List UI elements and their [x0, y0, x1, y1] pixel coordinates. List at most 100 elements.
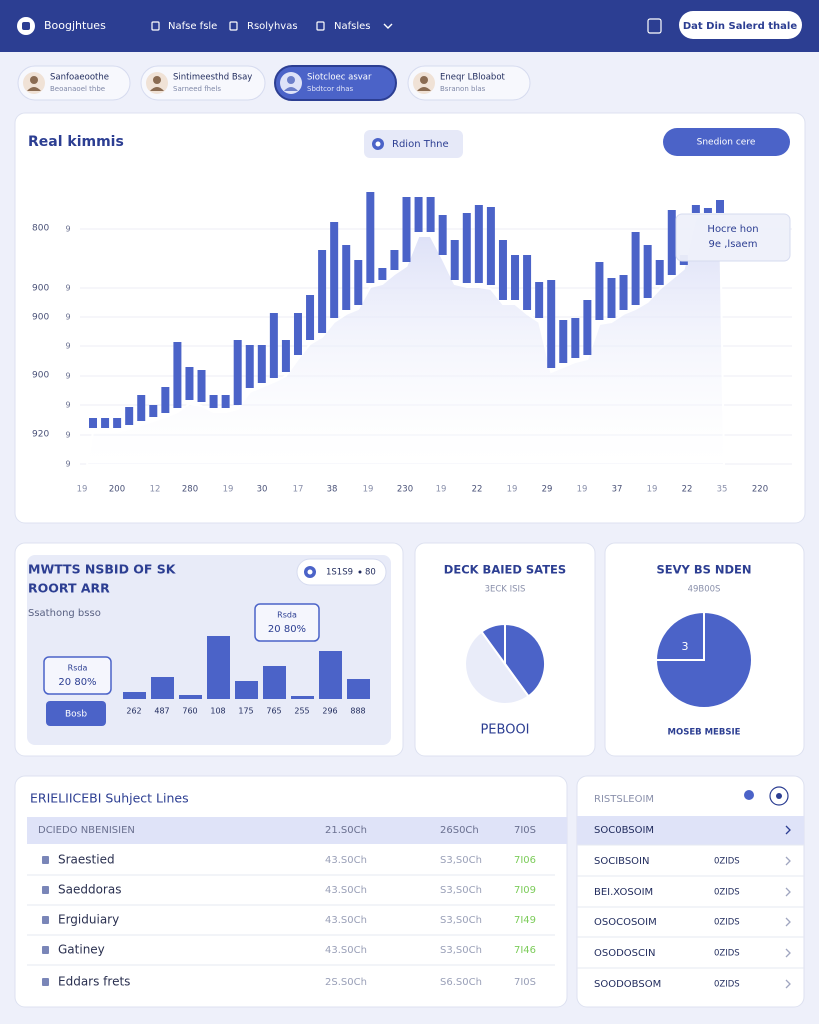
chart-button[interactable] [663, 128, 790, 156]
pill[interactable] [364, 130, 463, 158]
list-label[interactable]: OSODOSCIN [594, 948, 655, 959]
pie-slice [480, 622, 506, 668]
tooltip-text: Hocre hon [707, 224, 758, 235]
pie-slice [464, 630, 530, 705]
x-tick-label: 19 [223, 485, 234, 495]
button-label[interactable]: Bosb [65, 710, 87, 720]
bar [523, 255, 532, 310]
table-title: ERIELIICEBI Suhject Lines [30, 791, 189, 806]
chevron[interactable] [785, 979, 791, 989]
tab-subtitle[interactable]: Beoanaoel thbe [50, 85, 105, 93]
bar [511, 255, 520, 300]
nav-item[interactable]: Rsolyhvas [247, 21, 298, 32]
bar [263, 666, 286, 699]
pill[interactable] [296, 558, 387, 586]
x-tick-label: 262 [126, 707, 141, 716]
bar [583, 300, 592, 355]
bar [559, 320, 568, 363]
list-label[interactable]: BEI.XOSOIM [594, 887, 653, 898]
bar [547, 280, 556, 368]
tab-title[interactable]: Siotcloec asvar [307, 73, 372, 83]
list-label[interactable]: SOODOBSOM [594, 979, 661, 990]
cta-button[interactable] [679, 11, 802, 39]
chevron[interactable] [785, 887, 791, 897]
bar [474, 205, 483, 283]
bar [402, 197, 411, 262]
chevron[interactable] [785, 948, 791, 958]
pill-label: 80 [365, 568, 376, 578]
pie-slice [654, 610, 753, 709]
list-value: 0ZIDS [714, 888, 740, 898]
pill-label[interactable]: Rdion Thne [392, 139, 449, 150]
chevron[interactable] [785, 856, 791, 866]
y-tick-label: 900 [32, 284, 49, 294]
tab-title[interactable]: Sanfoaeoothe [50, 73, 109, 83]
bar [233, 340, 242, 405]
tab[interactable] [407, 65, 531, 101]
row-icon [42, 978, 49, 986]
x-tick-label: 35 [717, 485, 728, 495]
list-label[interactable]: SOCIBSOIN [594, 856, 649, 867]
chevron[interactable] [785, 917, 791, 927]
bar [179, 695, 202, 699]
table-cell: S3,S0Ch [440, 855, 482, 866]
cta-label[interactable]: Dat Din Salerd thale [683, 21, 797, 32]
nav-item[interactable]: Nafse fsle [168, 21, 217, 32]
y-minor-label: 9 [65, 284, 70, 293]
table-cell: Sraestied [58, 853, 115, 867]
tab-title[interactable]: Sintimeesthd Bsay [173, 73, 252, 83]
button[interactable] [46, 701, 106, 726]
table-cell: Ergiduiary [58, 913, 119, 927]
bar [125, 407, 134, 425]
avatar-body [417, 87, 431, 91]
table-cell: 7I0S [514, 977, 536, 988]
chart-title: Real kimmis [28, 134, 124, 150]
table-header-cell: DCIEDO NBENISIEN [38, 825, 135, 836]
list-label[interactable]: OSOCOSOIM [594, 917, 657, 928]
tooltip-text: 9e ,lsaem [709, 239, 758, 250]
tab[interactable] [274, 65, 397, 101]
tab-subtitle[interactable]: Sarneed fhels [173, 85, 221, 93]
table-cell: Saeddoras [58, 883, 121, 897]
tab-title[interactable]: Eneqr LBloabot [440, 73, 506, 83]
card-footer: PEBOOI [480, 723, 529, 738]
tab-subtitle[interactable]: Bsranon blas [440, 85, 486, 93]
y-minor-label: 9 [65, 460, 70, 469]
bar [291, 696, 314, 699]
x-tick-label: 17 [293, 485, 304, 495]
x-tick-label: 280 [182, 485, 198, 495]
tab[interactable] [17, 65, 131, 101]
table-cell: 43.S0Ch [325, 885, 367, 896]
x-tick-label: 19 [77, 485, 88, 495]
tab-subtitle[interactable]: Sbdtcor dhas [307, 85, 353, 93]
tooltip-text: 20 80% [268, 624, 306, 635]
pill-icon-dot [307, 569, 313, 575]
bar [137, 395, 146, 421]
avatar-body [27, 87, 41, 91]
settings-icon-core [776, 793, 782, 799]
list-label[interactable]: SOC0BSOIM [594, 825, 654, 836]
avatar-head [153, 76, 161, 84]
bar [438, 215, 447, 255]
bar [498, 240, 507, 300]
bar [486, 207, 495, 285]
list-value: 0ZIDS [714, 857, 740, 867]
x-tick-label: 19 [647, 485, 658, 495]
tooltip-text: 20 80% [58, 677, 96, 688]
chevron [383, 23, 393, 29]
table-cell: 7I46 [514, 945, 536, 956]
nav-icon [316, 21, 325, 31]
tab[interactable] [140, 65, 266, 101]
bar [703, 208, 712, 213]
chevron[interactable] [785, 825, 791, 835]
x-tick-label: 230 [397, 485, 413, 495]
x-tick-label: 22 [682, 485, 693, 495]
table-header-cell: 7I0S [514, 825, 536, 836]
button-label[interactable]: Snedion cere [697, 138, 756, 148]
nav-square[interactable] [647, 18, 662, 34]
bar [571, 318, 580, 358]
tooltip-text: Rsda [68, 664, 88, 673]
status-dot [744, 790, 754, 800]
pill-dot [358, 570, 362, 574]
nav-item[interactable]: Nafsles [334, 21, 370, 32]
